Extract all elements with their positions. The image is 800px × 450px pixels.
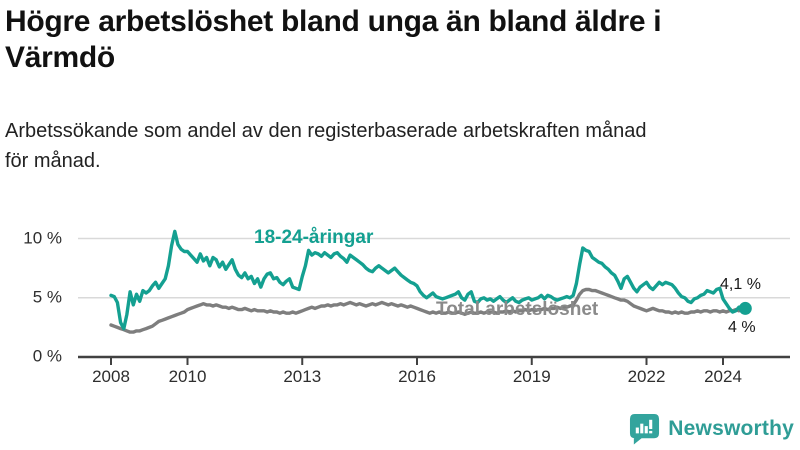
y-axis-tick-5: 5 % bbox=[32, 287, 62, 307]
series-label-youth: 18-24-åringar bbox=[254, 227, 374, 248]
title-line-2: Värmdö bbox=[5, 41, 115, 74]
y-axis-tick-10: 10 % bbox=[23, 228, 62, 248]
subtitle-line-1: Arbetssökande som andel av den registerb… bbox=[5, 120, 647, 142]
x-axis-tick-2013: 2013 bbox=[283, 367, 322, 386]
x-axis-tick-2010: 2010 bbox=[168, 367, 207, 386]
x-axis-tick-2024: 2024 bbox=[704, 367, 742, 386]
end-value-label-youth: 4,1 % bbox=[720, 276, 761, 293]
x-axis-tick-2022: 2022 bbox=[627, 367, 666, 386]
x-axis-tick-2016: 2016 bbox=[398, 367, 436, 386]
y-axis-tick-0: 0 % bbox=[32, 346, 62, 366]
end-value-label-total: 4 % bbox=[728, 319, 756, 336]
newsworthy-brand-text: Newsworthy bbox=[668, 417, 794, 440]
series-label-total: Total arbetslöshet bbox=[436, 299, 599, 320]
subtitle-line-2: för månad. bbox=[5, 150, 101, 172]
page-title: Högre arbetslöshet bland unga än bland ä… bbox=[5, 4, 797, 76]
newsworthy-logo-icon bbox=[630, 413, 660, 445]
x-axis-tick-2019: 2019 bbox=[512, 367, 551, 386]
x-axis-tick-2008: 2008 bbox=[92, 367, 130, 386]
newsworthy-brand-link[interactable]: Newsworthy bbox=[629, 412, 794, 446]
chart-subtitle: Arbetssökande som andel av den registerb… bbox=[5, 116, 797, 176]
title-line-1: Högre arbetslöshet bland unga än bland ä… bbox=[5, 5, 662, 38]
